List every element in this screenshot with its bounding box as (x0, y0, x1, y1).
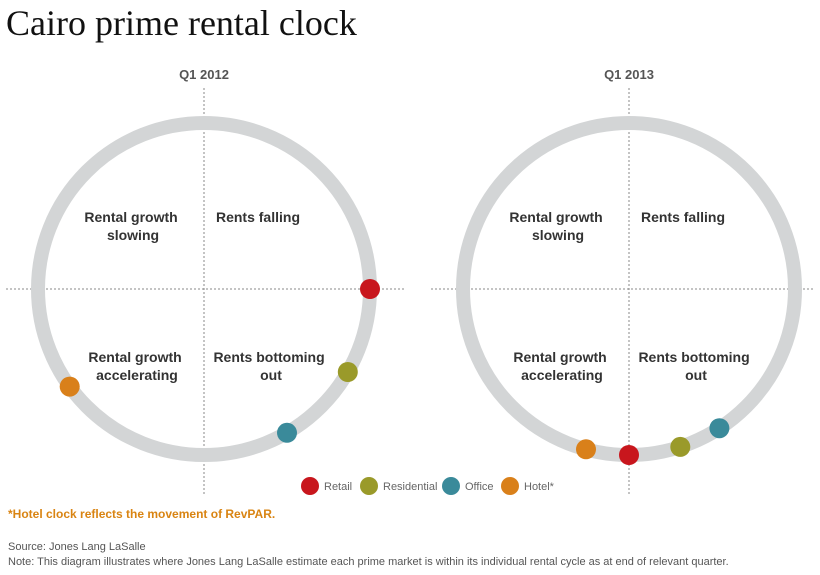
page-title: Cairo prime rental clock (6, 3, 357, 43)
quadrant-label-line: Rents falling (641, 209, 725, 225)
office-marker (277, 422, 297, 443)
methodology-note: Note: This diagram illustrates where Jon… (8, 556, 729, 568)
legend-label: Hotel* (524, 481, 555, 493)
hotel-swatch (501, 477, 519, 495)
hotel-marker (576, 439, 596, 460)
clock-title: Q1 2012 (179, 67, 229, 82)
quadrant-label-line: out (260, 367, 282, 383)
quadrant-label-rents-bottoming-out: Rents bottoming out (213, 349, 328, 383)
quadrant-label-line: Rental growth (509, 209, 602, 225)
segment-markers (576, 418, 730, 465)
legend-label: Office (465, 481, 494, 493)
clock-q1-2012: Q1 2012 Rental growth slowing Rents fall… (6, 67, 404, 494)
legend: Retail Residential Office Hotel* (301, 477, 555, 495)
retail-swatch (301, 477, 319, 495)
hotel-marker (59, 376, 80, 397)
clock-title: Q1 2013 (604, 67, 654, 82)
quadrant-label-line: slowing (532, 227, 584, 243)
legend-label: Residential (383, 481, 437, 493)
quadrant-label-line: accelerating (96, 367, 178, 383)
quadrant-label-rents-bottoming-out: Rents bottoming out (638, 349, 753, 383)
quadrant-label-rents-falling: Rents falling (216, 209, 300, 225)
source-note: Source: Jones Lang LaSalle (8, 541, 146, 553)
quadrant-label-line: Rents bottoming (213, 349, 324, 365)
quadrant-label-line: Rental growth (84, 209, 177, 225)
segment-markers (59, 279, 380, 443)
quadrant-label-rental-growth-slowing: Rental growth slowing (509, 209, 606, 243)
clock-q1-2013: Q1 2013 Rental growth slowing Rents fall… (431, 67, 815, 494)
office-marker (709, 418, 730, 439)
quadrant-label-rental-growth-accelerating: Rental growth accelerating (513, 349, 610, 383)
legend-item-hotel: Hotel* (501, 477, 555, 495)
quadrant-label-rental-growth-accelerating: Rental growth accelerating (88, 349, 185, 383)
rental-clock-diagram: Q1 2012 Rental growth slowing Rents fall… (6, 67, 815, 495)
quadrant-label-line: out (685, 367, 707, 383)
residential-swatch (360, 477, 378, 495)
quadrant-label-line: Rents bottoming (638, 349, 749, 365)
retail-marker (360, 279, 380, 299)
quadrant-label-rents-falling: Rents falling (641, 209, 725, 225)
quadrant-label-line: accelerating (521, 367, 603, 383)
quadrant-label-line: slowing (107, 227, 159, 243)
residential-marker (670, 436, 691, 457)
residential-marker (337, 362, 358, 382)
legend-item-retail: Retail (301, 477, 352, 495)
office-swatch (442, 477, 460, 495)
hotel-footnote: *Hotel clock reflects the movement of Re… (8, 507, 276, 521)
quadrant-label-line: Rental growth (513, 349, 606, 365)
retail-marker (619, 445, 639, 465)
legend-item-residential: Residential (360, 477, 437, 495)
legend-label: Retail (324, 481, 352, 493)
quadrant-label-line: Rental growth (88, 349, 181, 365)
legend-item-office: Office (442, 477, 494, 495)
quadrant-label-rental-growth-slowing: Rental growth slowing (84, 209, 181, 243)
quadrant-label-line: Rents falling (216, 209, 300, 225)
